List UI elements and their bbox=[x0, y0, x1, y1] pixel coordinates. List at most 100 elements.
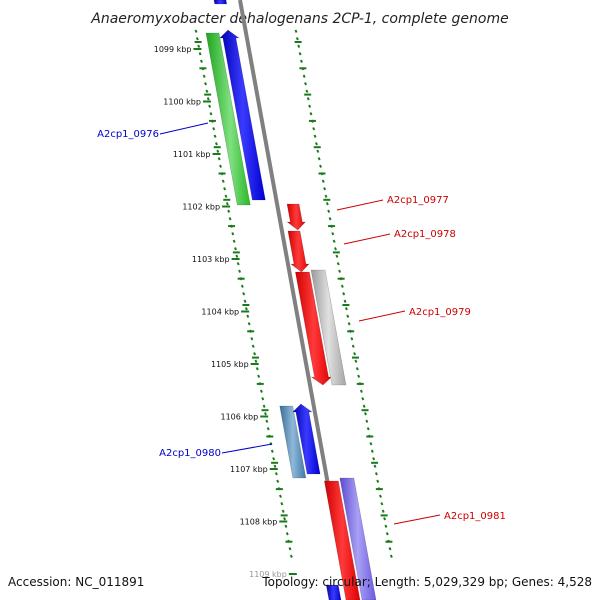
tick-mark bbox=[247, 322, 251, 326]
kbp-label: 1101 kbp bbox=[173, 150, 211, 159]
tick-mark bbox=[336, 262, 340, 266]
tick-mark bbox=[205, 89, 209, 93]
tick-mark bbox=[319, 164, 322, 168]
gene-label-a2cp1-0977: A2cp1_0977 bbox=[387, 195, 449, 206]
red-arrow-feature-2 bbox=[287, 230, 310, 273]
tick-mark bbox=[302, 74, 306, 78]
gene-label-a2cp1-0979: A2cp1_0979 bbox=[409, 307, 471, 318]
tick-mark bbox=[235, 254, 239, 258]
tick-mark bbox=[347, 322, 351, 326]
gene-leader-line bbox=[159, 122, 209, 135]
tick-mark bbox=[214, 142, 218, 146]
tick-mark bbox=[279, 494, 282, 498]
blue-arrow-feature-2 bbox=[292, 403, 321, 475]
gene-label-a2cp1-0981: A2cp1_0981 bbox=[444, 511, 506, 522]
tick-mark bbox=[272, 457, 276, 461]
tick-mark bbox=[217, 157, 221, 161]
tick-mark bbox=[370, 449, 374, 453]
tick-mark bbox=[209, 112, 213, 116]
tick-mark bbox=[234, 247, 237, 251]
kbp-label: 1107 kbp bbox=[230, 465, 268, 474]
tick-mark bbox=[246, 314, 250, 318]
tick-mark bbox=[332, 239, 336, 243]
tick-mark bbox=[261, 397, 265, 401]
tick-mark bbox=[244, 307, 248, 311]
red-feature-bottom bbox=[324, 480, 361, 600]
tick-mark bbox=[384, 524, 388, 528]
tick-mark bbox=[232, 239, 236, 243]
kbp-label: 1102 kbp bbox=[182, 203, 220, 212]
tick-mark bbox=[313, 134, 317, 138]
tick-mark bbox=[385, 532, 389, 536]
tick-mark bbox=[206, 97, 210, 101]
gene-labels: A2cp1_0976 A2cp1_0977 A2cp1_0978 A2cp1_0979… bbox=[97, 122, 506, 525]
tick-mark bbox=[223, 187, 227, 191]
tick-mark bbox=[221, 179, 225, 183]
blue-feature-top bbox=[213, 0, 228, 5]
tick-mark bbox=[362, 404, 366, 408]
tick-mark bbox=[294, 29, 298, 33]
tick-mark bbox=[242, 292, 246, 296]
tick-mark bbox=[227, 209, 231, 213]
gene-features bbox=[205, 0, 377, 600]
tick-mark bbox=[251, 344, 255, 348]
tick-mark bbox=[195, 37, 199, 41]
tick-mark bbox=[331, 232, 335, 236]
tick-mark bbox=[280, 502, 284, 506]
tick-mark bbox=[281, 509, 285, 513]
kbp-label: 1099 kbp bbox=[154, 45, 192, 54]
tick-mark bbox=[306, 97, 310, 101]
tick-mark bbox=[225, 202, 229, 206]
tick-mark bbox=[243, 299, 247, 303]
tick-mark bbox=[354, 359, 358, 363]
tick-mark bbox=[213, 134, 217, 138]
tick-mark bbox=[364, 412, 367, 416]
tick-mark bbox=[259, 389, 263, 393]
tick-mark bbox=[340, 284, 344, 288]
tick-mark bbox=[253, 352, 257, 356]
tick-mark bbox=[265, 419, 269, 423]
tick-mark bbox=[323, 187, 327, 191]
tick-mark bbox=[266, 427, 270, 431]
tick-mark bbox=[297, 44, 301, 48]
tick-mark bbox=[353, 352, 357, 356]
tick-mark bbox=[285, 532, 289, 536]
tick-mark bbox=[270, 449, 274, 453]
tick-mark bbox=[299, 59, 303, 63]
tick-mark bbox=[321, 179, 325, 183]
tick-mark bbox=[316, 149, 320, 153]
tick-mark bbox=[274, 472, 278, 476]
tick-mark bbox=[199, 59, 203, 63]
tick-mark bbox=[372, 457, 376, 461]
tick-mark bbox=[257, 374, 261, 378]
tick-mark bbox=[317, 157, 321, 161]
tick-mark bbox=[276, 479, 280, 483]
tick-mark bbox=[309, 112, 313, 116]
tick-mark bbox=[305, 89, 309, 93]
tick-mark bbox=[264, 412, 267, 416]
tick-mark bbox=[216, 149, 220, 153]
tick-mark bbox=[262, 404, 266, 408]
tick-mark bbox=[373, 464, 377, 468]
tick-mark bbox=[212, 127, 216, 131]
tick-mark bbox=[304, 82, 308, 86]
tick-mark bbox=[376, 479, 380, 483]
tick-mark bbox=[250, 337, 254, 341]
tick-mark bbox=[308, 104, 312, 108]
accession-text: Accession: NC_011891 bbox=[8, 575, 144, 589]
tick-rails bbox=[194, 29, 393, 558]
purple-feature bbox=[339, 477, 377, 600]
blue-feature-bottom bbox=[325, 584, 342, 600]
tick-mark bbox=[355, 367, 359, 371]
tick-mark bbox=[204, 82, 208, 86]
gene-label-a2cp1-0976: A2cp1_0976 bbox=[97, 129, 159, 140]
tick-mark bbox=[334, 247, 337, 251]
tick-mark bbox=[273, 464, 277, 468]
tick-mark bbox=[369, 442, 373, 446]
tick-mark bbox=[343, 299, 347, 303]
tick-mark bbox=[198, 52, 202, 56]
kbp-label: 1105 kbp bbox=[211, 360, 249, 369]
genome-title: Anaeromyxobacter dehalogenans 2CP-1, com… bbox=[90, 11, 508, 27]
kbp-ruler: 1099 kbp 1100 kbp 1101 kbp 1102 kbp 1103 kbp… bbox=[154, 45, 297, 579]
